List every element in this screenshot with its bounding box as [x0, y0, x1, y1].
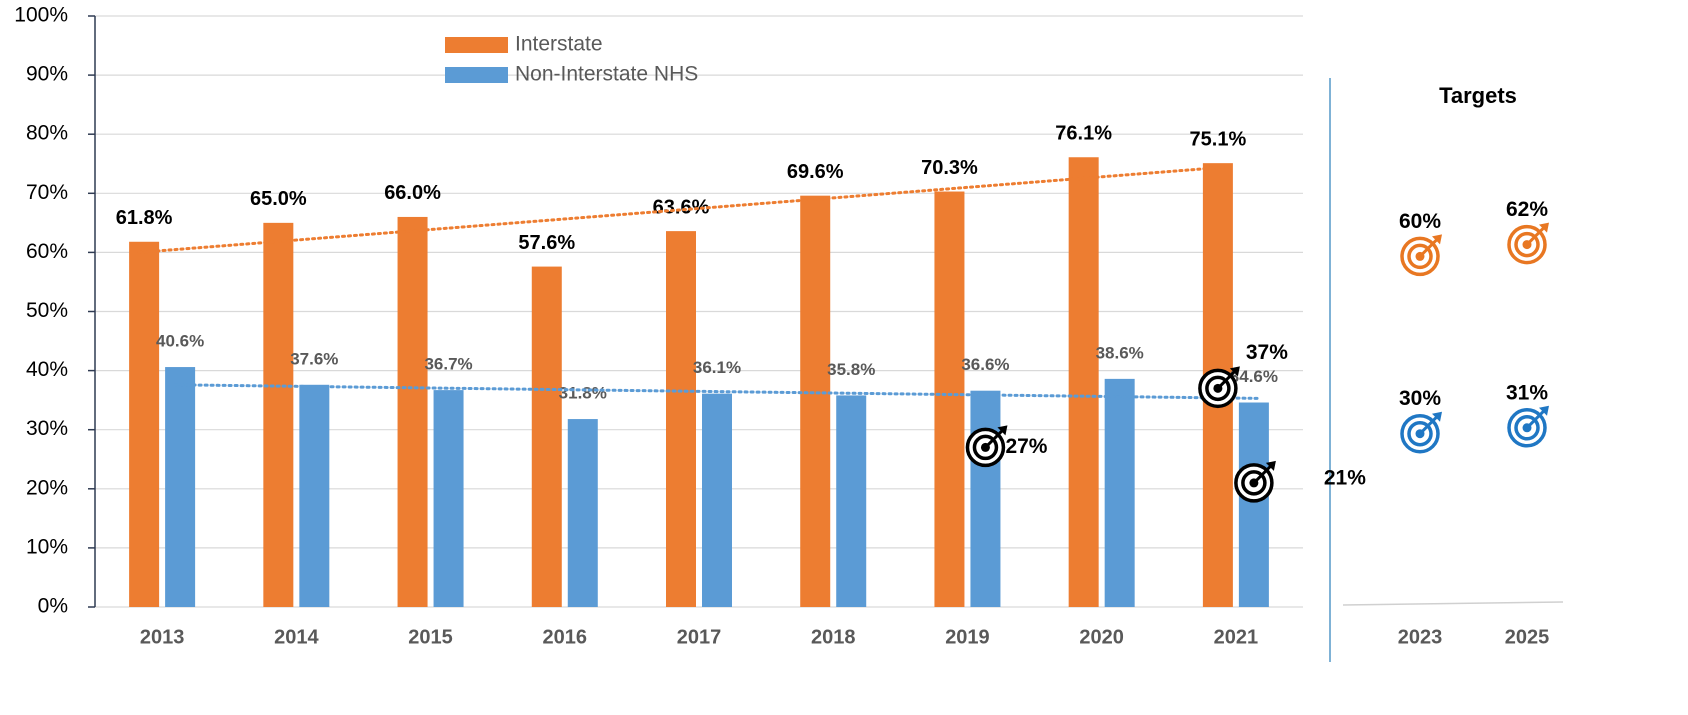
- x-tick-label: 2013: [140, 626, 185, 648]
- y-tick-label: 0%: [38, 595, 68, 618]
- annotation-label: 27%: [1005, 435, 1047, 458]
- target-arrow-head: [1539, 405, 1549, 416]
- annotation-label: 37%: [1246, 341, 1288, 364]
- targets-title: Targets: [1439, 83, 1517, 108]
- y-tick-label: 80%: [26, 122, 68, 145]
- target-arrow: [1525, 226, 1546, 246]
- data-label: 63.6%: [653, 196, 710, 218]
- data-label: 76.1%: [1055, 123, 1112, 145]
- y-tick-label: 50%: [26, 299, 68, 322]
- target-label: 31%: [1506, 381, 1548, 404]
- legend-label: Interstate: [515, 33, 603, 56]
- x-tick-label: 2021: [1214, 626, 1259, 648]
- target-icon: [965, 425, 1008, 468]
- bar: [666, 231, 696, 607]
- bar: [1068, 157, 1099, 607]
- target-arrow-head: [997, 425, 1008, 436]
- y-tick-label: 100%: [14, 4, 68, 27]
- data-label: 40.6%: [156, 332, 204, 351]
- x-tick-label: 2016: [543, 626, 588, 648]
- target-arrow-head: [1265, 460, 1276, 471]
- annotation-label: 21%: [1324, 466, 1366, 489]
- data-label: 38.6%: [1096, 343, 1144, 362]
- x-tick-label: 2019: [945, 626, 990, 648]
- target-arrow: [1418, 415, 1439, 435]
- target-label: 62%: [1506, 198, 1548, 221]
- y-tick-label: 90%: [26, 63, 68, 86]
- data-label: 36.1%: [693, 358, 741, 377]
- target-icon: [1507, 222, 1549, 265]
- y-tick-label: 10%: [26, 535, 68, 558]
- x-tick-label: 2014: [274, 626, 319, 648]
- bar: [1238, 402, 1269, 607]
- target-arrow: [1418, 238, 1439, 258]
- target-label: 30%: [1399, 387, 1441, 410]
- bar: [702, 393, 732, 607]
- target-arrow-head: [1432, 234, 1442, 245]
- trend-line: [137, 165, 1225, 254]
- target-icon: [1400, 234, 1442, 277]
- data-label: 75.1%: [1190, 128, 1247, 150]
- bar: [800, 195, 831, 607]
- target-arrow: [984, 429, 1004, 449]
- y-tick-label: 20%: [26, 476, 68, 499]
- data-label: 57.6%: [518, 232, 575, 254]
- legend-swatch: [445, 67, 508, 83]
- data-label: 66.0%: [384, 182, 441, 204]
- x-tick-label: 2015: [408, 626, 453, 648]
- bar: [129, 241, 160, 607]
- bar: [263, 222, 294, 607]
- y-tick-label: 70%: [26, 181, 68, 204]
- target-arrow: [1216, 370, 1236, 390]
- data-label: 36.6%: [961, 355, 1009, 374]
- trend-line: [173, 383, 1261, 400]
- y-tick-label: 30%: [26, 417, 68, 440]
- data-label: 34.6%: [1230, 367, 1278, 386]
- bar: [970, 390, 1001, 607]
- bar: [165, 367, 196, 607]
- bar: [299, 384, 330, 607]
- bar: [397, 216, 428, 607]
- target-icon: [1507, 405, 1549, 448]
- target-icon: [1198, 366, 1240, 409]
- data-label: 69.6%: [787, 161, 844, 183]
- bar: [433, 390, 464, 607]
- bar: [567, 419, 598, 607]
- data-label: 70.3%: [921, 157, 978, 179]
- legend-swatch: [445, 37, 508, 53]
- y-tick-label: 40%: [26, 358, 68, 381]
- data-label: 35.8%: [827, 360, 875, 379]
- x-tick-label: 2018: [811, 626, 856, 648]
- target-arrow-head: [1229, 366, 1240, 377]
- data-label: 65.0%: [250, 188, 307, 210]
- target-arrow: [1252, 464, 1272, 484]
- target-arrow-head: [1432, 411, 1442, 422]
- target-x-label: 2023: [1398, 626, 1443, 648]
- bar: [836, 395, 867, 607]
- bar: [934, 191, 965, 608]
- data-label: 36.7%: [424, 355, 472, 374]
- x-tick-label: 2017: [677, 626, 722, 648]
- data-label: 37.6%: [290, 349, 338, 368]
- target-icon: [1400, 411, 1442, 454]
- bar: [1104, 378, 1135, 607]
- target-baseline: [1342, 601, 1564, 606]
- target-arrow: [1525, 409, 1546, 429]
- y-tick-label: 60%: [26, 240, 68, 263]
- target-arrow-head: [1539, 222, 1549, 233]
- data-label: 61.8%: [116, 207, 173, 229]
- bar: [531, 266, 562, 607]
- target-label: 60%: [1399, 210, 1441, 233]
- target-x-label: 2025: [1505, 626, 1550, 648]
- target-icon: [1234, 460, 1276, 503]
- x-tick-label: 2020: [1079, 626, 1124, 648]
- legend-label: Non-Interstate NHS: [515, 63, 698, 86]
- data-label: 31.8%: [559, 384, 607, 403]
